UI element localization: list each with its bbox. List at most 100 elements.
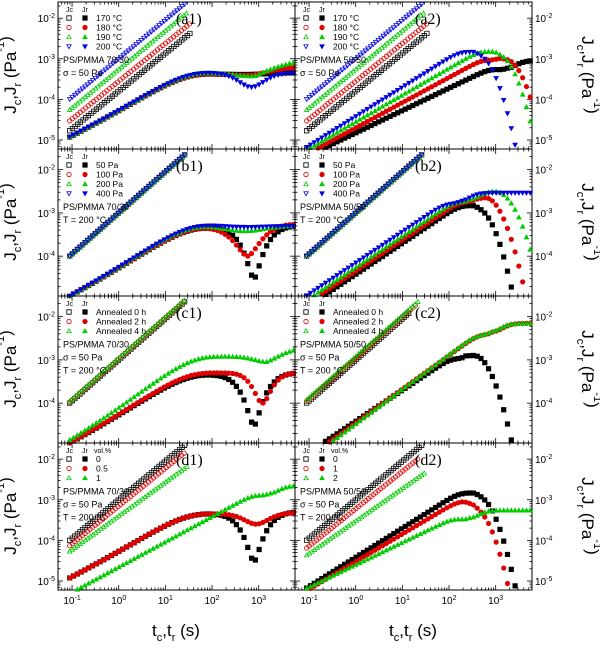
series-1 — [66, 463, 297, 592]
jr-point — [237, 527, 243, 533]
jr-point — [459, 79, 465, 85]
jr-point — [199, 355, 206, 361]
jr-point — [356, 559, 363, 566]
jc-point — [183, 10, 190, 16]
jr-point — [515, 320, 522, 326]
jr-point — [432, 511, 439, 517]
jr-point — [142, 533, 149, 539]
jr-point — [512, 507, 518, 513]
jr-point — [398, 85, 405, 91]
jr-point — [523, 320, 530, 326]
jc-point — [331, 73, 338, 80]
jr-point — [497, 51, 503, 57]
jr-point — [345, 265, 352, 271]
jr-point — [493, 383, 499, 389]
jr-point — [413, 220, 420, 226]
annotation-text: PS/PMMA 50/50 — [300, 487, 366, 497]
y-tick-label: 10-5 — [38, 135, 55, 147]
jc-point — [168, 163, 175, 170]
jr-point — [489, 222, 495, 228]
jr-point — [478, 70, 484, 76]
jr-point — [383, 115, 389, 121]
jr-point — [485, 61, 492, 67]
annotation-text: PS/PMMA 70/30 — [63, 340, 129, 350]
panel-label: (d2) — [415, 452, 442, 469]
jr-point — [278, 224, 285, 230]
jr-point — [74, 289, 81, 295]
jr-point — [462, 50, 469, 56]
jr-point — [360, 259, 367, 265]
jr-point — [241, 375, 247, 381]
jr-point — [519, 91, 526, 97]
jr-point — [447, 201, 454, 208]
legend-jc-marker — [303, 171, 309, 178]
jr-point — [504, 225, 511, 231]
jc-point — [400, 168, 407, 174]
y-tick-label: 10-3 — [535, 54, 552, 66]
jr-point — [123, 399, 130, 405]
jr-point — [116, 411, 122, 417]
jr-point — [432, 64, 439, 70]
jr-point — [485, 330, 492, 336]
jr-point — [512, 583, 518, 589]
annotation-text: σ = 50 Pa — [63, 353, 102, 363]
jc-point — [89, 78, 96, 84]
jr-point — [85, 425, 92, 431]
jr-point — [383, 547, 390, 553]
jc-point — [308, 92, 315, 99]
jc-point — [375, 190, 382, 197]
jr-point — [402, 384, 409, 390]
jc-point — [115, 211, 122, 217]
legend-label: 190 °C — [333, 32, 359, 42]
jr-point — [470, 49, 477, 56]
jc-point — [123, 50, 129, 56]
jc-point — [385, 181, 392, 188]
jr-point — [497, 526, 503, 532]
jc-point — [115, 56, 122, 63]
jr-point — [436, 208, 443, 214]
jr-point — [180, 361, 187, 367]
jr-point — [383, 95, 390, 101]
jr-point — [131, 402, 137, 408]
jc-point — [151, 179, 157, 185]
jr-point — [387, 237, 393, 243]
legend-header-vol: vol.% — [331, 448, 348, 455]
jr-point — [135, 97, 141, 103]
jr-point — [394, 541, 401, 547]
annotation-text: σ = 50 Pa — [300, 353, 339, 363]
jc-point — [362, 48, 369, 54]
legend-jr-marker — [82, 44, 88, 50]
jr-point — [421, 97, 427, 103]
jr-point — [462, 339, 469, 345]
jr-point — [139, 535, 145, 542]
jr-point — [108, 112, 115, 118]
jc-point — [398, 18, 405, 25]
jr-point — [485, 520, 492, 527]
legend-header-jr: Jr — [82, 448, 89, 455]
jr-point — [337, 270, 344, 276]
jr-point — [406, 381, 412, 387]
jr-point — [455, 51, 462, 57]
jr-point — [138, 95, 145, 101]
jr-point — [504, 580, 511, 587]
series-180-C — [304, 21, 533, 151]
jr-point — [222, 231, 228, 237]
jr-point — [462, 516, 469, 522]
jr-point — [267, 490, 274, 496]
jc-point — [303, 97, 310, 103]
jr-point — [440, 500, 446, 506]
jr-point — [165, 235, 172, 241]
jc-point — [94, 229, 101, 235]
jr-point — [184, 73, 191, 79]
jr-point — [307, 142, 314, 148]
jr-point — [467, 75, 473, 81]
jr-point — [368, 250, 374, 256]
jr-point — [241, 496, 247, 502]
jr-point — [527, 320, 534, 326]
jr-point — [444, 57, 450, 63]
jr-point — [417, 99, 423, 105]
jc-point — [94, 73, 101, 80]
jr-point — [161, 237, 168, 243]
jr-point — [489, 328, 496, 334]
